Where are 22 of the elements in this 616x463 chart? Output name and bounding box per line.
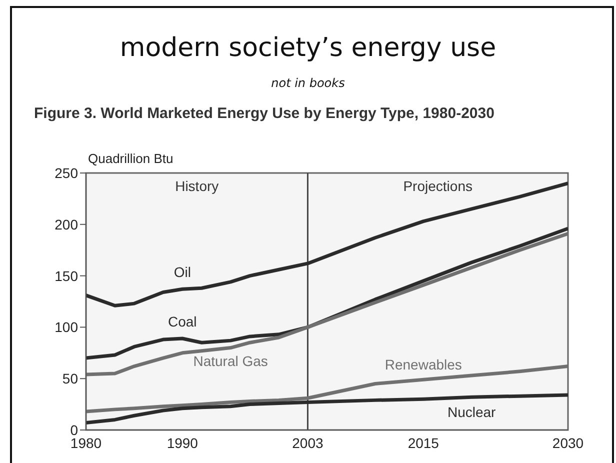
series-label: Nuclear xyxy=(447,404,496,420)
band-label: History xyxy=(175,178,219,194)
chart-title: modern society’s energy use xyxy=(118,33,498,63)
x-tick-label: 2030 xyxy=(552,434,584,451)
y-tick-label: 250 xyxy=(54,164,78,181)
x-tick-label: 2003 xyxy=(292,434,324,451)
band-label: Projections xyxy=(403,178,472,194)
x-tick-label: 2015 xyxy=(408,434,440,451)
y-tick-label: 150 xyxy=(54,268,78,284)
x-tick-label: 1990 xyxy=(166,434,198,451)
y-axis-title: Quadrillion Btu xyxy=(88,151,174,166)
series-label: Coal xyxy=(168,314,197,330)
y-tick-label: 50 xyxy=(62,370,78,387)
series-label: Renewables xyxy=(384,356,462,373)
line-series xyxy=(86,182,568,308)
caption: Figure 3. World Marketed Energy Use by Energy Type, 1980-2030 xyxy=(34,104,496,124)
line-series xyxy=(86,393,568,425)
y-tick-label: 100 xyxy=(54,319,78,336)
series-label: Oil xyxy=(174,264,191,280)
series-label: Natural Gas xyxy=(193,352,268,369)
chart-subtitle: not in books xyxy=(270,76,346,90)
y-tick-label: 200 xyxy=(54,216,78,232)
